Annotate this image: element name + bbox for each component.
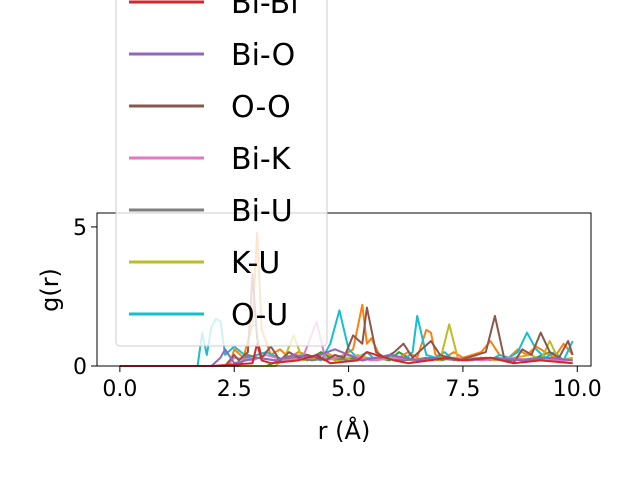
y-tick-label: 5 — [73, 216, 87, 241]
x-tick-label: 5.0 — [331, 377, 366, 402]
legend-label-o-u: O-U — [231, 298, 288, 333]
y-axis: 05 — [73, 216, 97, 380]
y-axis-label: g(r) — [36, 268, 64, 312]
x-axis: 0.0 2.5 5.0 7.5 10.0 — [102, 366, 602, 402]
x-axis-label: r (Å) — [318, 416, 371, 445]
legend-label-k-u: K-U — [231, 246, 280, 281]
legend-label-bi-u: Bi-U — [231, 194, 293, 229]
legend-label-bi-bi: Bi-Bi — [231, 0, 299, 21]
y-tick-label: 0 — [73, 355, 87, 380]
plot-frame — [96, 212, 592, 367]
legend: Bi-Bi Bi-O O-O Bi-K Bi-U K-U O-U — [115, 0, 328, 347]
x-tick-label: 0.0 — [102, 377, 137, 402]
legend-label-bi-o: Bi-O — [231, 38, 295, 73]
x-tick-label: 2.5 — [217, 377, 252, 402]
x-tick-label: 7.5 — [445, 377, 480, 402]
legend-label-o-o: O-O — [231, 90, 291, 125]
x-tick-label: 10.0 — [553, 377, 602, 402]
series-lines — [119, 231, 574, 367]
legend-box — [115, 0, 328, 347]
series-line-bi-o — [119, 348, 573, 367]
legend-label-bi-k: Bi-K — [231, 142, 292, 177]
